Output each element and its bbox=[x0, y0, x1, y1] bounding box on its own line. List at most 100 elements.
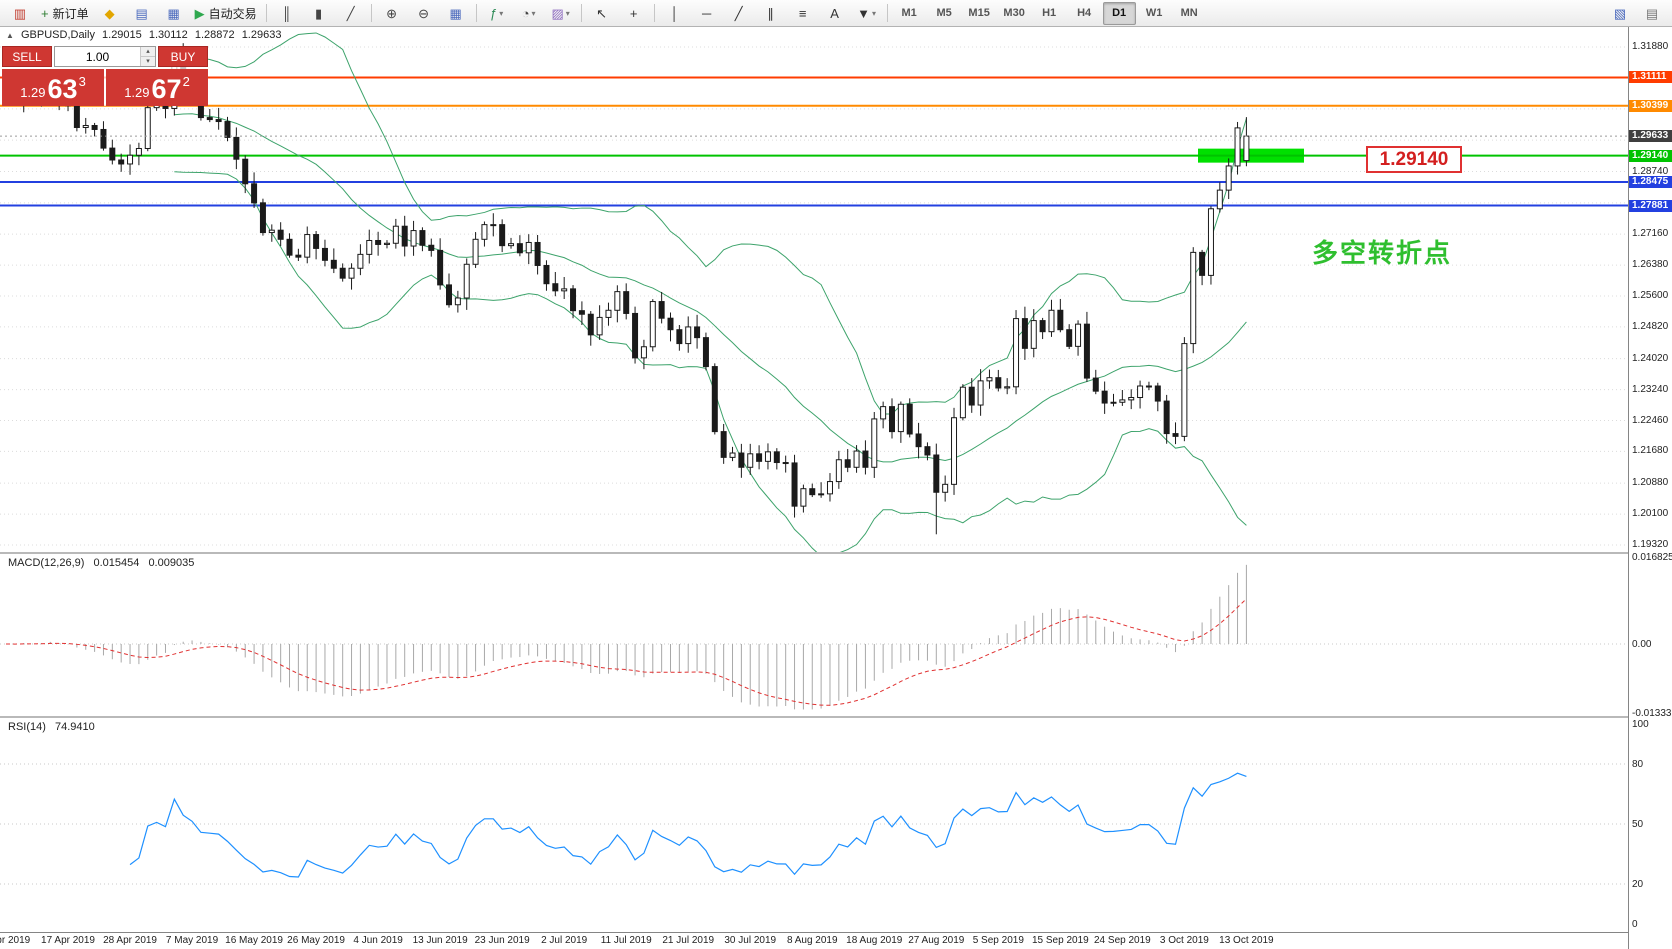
sell-price-big: 63 bbox=[47, 74, 78, 104]
time-axis[interactable]: 8 Apr 2019 17 Apr 2019 28 Apr 2019 7 May 20… bbox=[0, 932, 1628, 949]
new-chart-icon[interactable]: ▧ bbox=[1613, 5, 1627, 21]
candlestick-chart-icon[interactable]: ▮ bbox=[315, 5, 323, 21]
templates-icon[interactable]: ▨ ▾ bbox=[551, 5, 570, 21]
trendline-icon[interactable]: ╱ bbox=[734, 5, 743, 21]
sell-price-sup: 3 bbox=[78, 74, 86, 89]
panel-separator[interactable] bbox=[0, 552, 1628, 555]
macd-chart-canvas[interactable] bbox=[0, 554, 1628, 716]
gold-ingot-icon[interactable]: ◆ bbox=[104, 5, 115, 21]
timeframe-button-h1[interactable]: H1 bbox=[1042, 7, 1057, 19]
price-axis[interactable]: 1.31880 1.28740 1.27160 1.26380 1.25600 1.248… bbox=[1628, 27, 1672, 949]
line-chart-icon[interactable]: ╱ bbox=[346, 5, 355, 21]
rsi-chart-canvas[interactable] bbox=[0, 718, 1628, 932]
rsi-axis-label: 100 bbox=[1632, 719, 1649, 730]
price-level-label-box: 1.29140 bbox=[1366, 146, 1462, 173]
arrows-tool-icon[interactable]: ▼ ▾ bbox=[857, 5, 877, 21]
price-axis-label: 1.23240 bbox=[1632, 384, 1669, 395]
time-axis-label: 3 Oct 2019 bbox=[1159, 935, 1209, 947]
rsi-indicator-name: RSI(14) bbox=[8, 721, 46, 734]
time-axis-label: 18 Aug 2019 bbox=[846, 935, 903, 947]
chart-header: ▲ GBPUSD,Daily 1.29015 1.30112 1.28872 1… bbox=[6, 29, 285, 41]
buy-price-prefix: 1.29 bbox=[124, 85, 150, 100]
time-axis-label: 13 Jun 2019 bbox=[412, 935, 468, 947]
rsi-axis-label: 50 bbox=[1632, 819, 1644, 830]
time-axis-label: 30 Jul 2019 bbox=[724, 935, 777, 947]
data-window-icon[interactable]: ▦ bbox=[167, 5, 180, 21]
toolbar-separator bbox=[580, 4, 582, 22]
timeframe-button-m1[interactable]: M1 bbox=[901, 7, 917, 19]
zoom-out-icon[interactable]: ⊖ bbox=[418, 5, 430, 21]
rsi-axis-label: 0 bbox=[1632, 919, 1638, 930]
chart-column: ▲ GBPUSD,Daily 1.29015 1.30112 1.28872 1… bbox=[0, 27, 1628, 949]
terminal-icon[interactable]: ▥ bbox=[13, 5, 27, 21]
new-order-button[interactable]: + 新订单 bbox=[41, 5, 89, 21]
time-axis-label: 8 Apr 2019 bbox=[0, 935, 31, 947]
timeframe-button-w1[interactable]: W1 bbox=[1145, 7, 1163, 19]
timeframe-button-m15[interactable]: M15 bbox=[968, 7, 990, 19]
toolbar-separator bbox=[653, 4, 655, 22]
chart-annotation-text: 多空转折点 bbox=[1312, 238, 1453, 268]
crosshair-icon[interactable]: + bbox=[629, 5, 638, 21]
time-axis-label: 8 Aug 2019 bbox=[786, 935, 838, 947]
timeframe-button-m30[interactable]: M30 bbox=[1003, 7, 1025, 19]
sell-price-display[interactable]: 1.29 63 3 bbox=[2, 69, 104, 106]
price-axis-label: 1.24020 bbox=[1632, 353, 1669, 364]
macd-panel: MACD(12,26,9) 0.015454 0.009035 bbox=[0, 554, 1628, 717]
bar-chart-icon[interactable]: ║ bbox=[282, 5, 292, 21]
timeframe-button-d1[interactable]: D1 bbox=[1102, 1, 1136, 25]
macd-value-main: 0.015454 bbox=[93, 557, 140, 570]
chart-list-icon[interactable]: ▤ bbox=[1645, 5, 1659, 21]
panel-separator[interactable] bbox=[0, 716, 1628, 719]
text-icon[interactable]: A bbox=[830, 5, 839, 21]
timeframe-button-m5[interactable]: M5 bbox=[936, 7, 952, 19]
macd-axis-label: 0.00 bbox=[1632, 639, 1652, 650]
symbol-marker-icon: ▲ bbox=[6, 31, 14, 40]
time-axis-label: 13 Oct 2019 bbox=[1219, 935, 1274, 947]
indicators-icon[interactable]: ƒ ▾ bbox=[490, 5, 504, 21]
time-axis-label: 4 Jun 2019 bbox=[353, 935, 403, 947]
periods-icon[interactable]: ◔ ▾ bbox=[521, 5, 536, 21]
market-watch-icon[interactable]: ▤ bbox=[135, 5, 148, 21]
price-axis-label: 1.24820 bbox=[1632, 321, 1669, 332]
rsi-value: 74.9410 bbox=[54, 721, 95, 734]
ohlc-low: 1.28872 bbox=[194, 29, 235, 41]
price-level-axis-label: 1.30399 bbox=[1629, 100, 1672, 112]
horizontal-line-icon[interactable]: ─ bbox=[702, 5, 712, 21]
main-chart-canvas[interactable] bbox=[0, 27, 1628, 553]
sell-button[interactable]: SELL bbox=[2, 46, 52, 67]
vertical-line-icon[interactable]: │ bbox=[670, 5, 679, 21]
chart-symbol: GBPUSD,Daily bbox=[20, 29, 95, 41]
workspace: ▲ GBPUSD,Daily 1.29015 1.30112 1.28872 1… bbox=[0, 27, 1672, 949]
timeframe-button-h4[interactable]: H4 bbox=[1077, 7, 1092, 19]
equidistant-channel-icon[interactable]: ∥ bbox=[767, 5, 774, 21]
price-level-axis-label: 1.27881 bbox=[1629, 200, 1672, 212]
zoom-in-icon[interactable]: ⊕ bbox=[386, 5, 398, 21]
lot-increase-button[interactable]: ▴ bbox=[141, 47, 155, 57]
price-axis-label: 1.19320 bbox=[1632, 539, 1669, 550]
autotrading-button[interactable]: ▶ 自动交易 bbox=[194, 5, 257, 21]
macd-value-signal: 0.009035 bbox=[148, 557, 195, 570]
macd-indicator-name: MACD(12,26,9) bbox=[8, 557, 85, 570]
buy-price-big: 67 bbox=[151, 74, 182, 104]
price-axis-label: 1.21680 bbox=[1632, 445, 1669, 456]
tile-windows-icon[interactable]: ▦ bbox=[449, 5, 462, 21]
current-price-axis-label: 1.29633 bbox=[1629, 130, 1672, 142]
time-axis-label: 15 Sep 2019 bbox=[1031, 935, 1089, 947]
macd-header: MACD(12,26,9) 0.015454 0.009035 bbox=[8, 557, 200, 569]
toolbar-separator bbox=[370, 4, 372, 22]
buy-button[interactable]: BUY bbox=[158, 46, 208, 67]
time-axis-label: 7 May 2019 bbox=[165, 935, 219, 947]
lot-size-input[interactable] bbox=[55, 47, 140, 66]
macd-axis-label: 0.016825 bbox=[1632, 552, 1672, 563]
one-click-trading-panel: SELL ▴ ▾ BUY 1.29 63 bbox=[2, 46, 208, 106]
cursor-icon[interactable]: ↖ bbox=[596, 5, 608, 21]
timeframe-button-mn[interactable]: MN bbox=[1180, 7, 1198, 19]
toolbar-separator bbox=[265, 4, 267, 22]
fibonacci-icon[interactable]: ≡ bbox=[798, 5, 807, 21]
buy-price-display[interactable]: 1.29 67 2 bbox=[106, 69, 208, 106]
buy-price-sup: 2 bbox=[182, 74, 190, 89]
sell-price-prefix: 1.29 bbox=[20, 85, 46, 100]
lot-decrease-button[interactable]: ▾ bbox=[141, 57, 155, 66]
price-axis-label: 1.26380 bbox=[1632, 259, 1669, 270]
